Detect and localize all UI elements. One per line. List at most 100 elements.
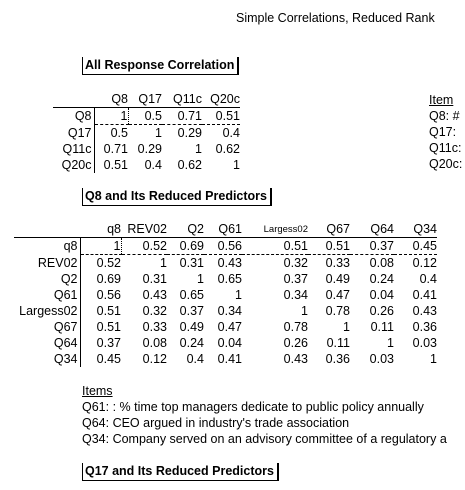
column-header: Q17 (128, 92, 162, 108)
column-header: Q64 (350, 222, 394, 238)
item-line: Q64: CEO argued in industry's trade asso… (82, 416, 350, 430)
table-cell: 0.26 (283, 336, 308, 350)
column-header: Q61 (204, 222, 242, 238)
section-title-q17-predictors: Q17 and Its Reduced Predictors (82, 463, 279, 481)
section-title-q8-predictors: Q8 and Its Reduced Predictors (82, 188, 272, 206)
table-cell: 0.03 (369, 352, 394, 366)
row-label: Q34 (53, 352, 78, 366)
row-label: q8 (63, 239, 78, 254)
table-cell: 0.51 (202, 107, 240, 125)
table-cell: 0.51 (93, 157, 128, 173)
items-heading: Items (82, 384, 113, 398)
table-cell: 0.56 (79, 287, 121, 303)
table-cell: 0.78 (325, 304, 350, 318)
table-cell: 0.69 (79, 271, 121, 287)
table-row: Largess02 0.51 0.32 0.37 0.34 1 0.78 0.26 0.43 (14, 303, 437, 319)
q8-reduced-predictors-table: q8 REV02 Q2 Q61 Largess02 Q67 Q64 Q34 q8 1 0.52 0.… (14, 222, 437, 367)
column-header: Q67 (308, 222, 350, 238)
table-cell: 0.08 (142, 336, 167, 350)
table-row: Q11c 0.71 0.29 1 0.62 (53, 141, 240, 157)
table-cell: 0.52 (121, 237, 167, 255)
table-cell: 0.11 (370, 320, 394, 334)
table-cell: 0.12 (412, 256, 437, 270)
table-row: Q2 0.69 0.31 1 0.65 0.37 0.49 0.24 0.4 (14, 271, 437, 287)
row-label: Q8 (74, 109, 92, 124)
header-corner (14, 222, 80, 238)
table-cell: 0.51 (79, 303, 121, 319)
table-cell: 0.37 (179, 304, 204, 318)
table-cell: 0.4 (144, 158, 162, 172)
table-cell: 0.36 (325, 352, 350, 366)
table-row: Q34 0.45 0.12 0.4 0.41 0.43 0.36 0.03 1 (14, 351, 437, 367)
all-response-correlation-table: Q8 Q17 Q11c Q20c Q8 1 0.5 0.71 0.51 Q17 0.5 1 0.29 0… (53, 92, 240, 173)
column-header: Largess02 (242, 222, 308, 238)
column-header: Q8 (94, 92, 128, 108)
table-cell: 0.43 (142, 288, 167, 302)
table-cell: 0.62 (177, 158, 202, 172)
table-cell: 0.51 (242, 237, 308, 255)
table-cell: 0.34 (283, 288, 308, 302)
table-cell: 0.51 (308, 237, 350, 255)
table-cell: 0.32 (142, 304, 167, 318)
table-header-row: q8 REV02 Q2 Q61 Largess02 Q67 Q64 Q34 (14, 222, 437, 238)
table-cell: 1 (235, 288, 242, 302)
row-label: Q2 (60, 272, 78, 286)
table-cell: 0.37 (79, 335, 121, 351)
table-cell: 1 (79, 237, 122, 255)
table-cell: 1 (430, 352, 437, 366)
column-header: Q34 (394, 222, 437, 238)
table-row: Q64 0.37 0.08 0.24 0.04 0.26 0.11 1 0.03 (14, 335, 437, 351)
side-item-line: Q20c: (429, 157, 463, 171)
table-cell: 0.65 (217, 272, 242, 286)
item-line: Q61: : % time top managers dedicate to p… (82, 400, 424, 414)
table-cell: 0.12 (142, 352, 167, 366)
table-row: Q17 0.5 1 0.29 0.4 (53, 124, 240, 141)
table-cell: 0.47 (325, 288, 350, 302)
table-cell: 0.37 (350, 237, 394, 255)
table-cell: 0.51 (79, 319, 121, 335)
side-item-line: Q8: # (429, 109, 460, 123)
table-cell: 0.69 (167, 237, 204, 255)
table-cell: 0.24 (179, 336, 204, 350)
column-header: q8 (80, 222, 121, 238)
table-cell: 0.34 (217, 304, 242, 318)
table-cell: 0.56 (204, 237, 242, 255)
table-row: Q61 0.56 0.43 0.65 1 0.34 0.47 0.04 0.41 (14, 287, 437, 303)
table-cell: 1 (197, 272, 204, 286)
row-label: Q20c (61, 158, 92, 172)
table-cell: 0.04 (217, 336, 242, 350)
table-cell: 1 (155, 126, 162, 140)
table-row: Q8 1 0.5 0.71 0.51 (53, 107, 240, 125)
table-cell: 0.29 (177, 126, 202, 140)
table-cell: 0.45 (394, 237, 437, 255)
table-row: q8 1 0.52 0.69 0.56 0.51 0.51 0.37 0.45 (14, 237, 437, 255)
row-label: Q64 (53, 336, 78, 350)
table-row: Q67 0.51 0.33 0.49 0.47 0.78 1 0.11 0.36 (14, 319, 437, 335)
table-cell: 1 (387, 336, 394, 350)
table-cell: 0.33 (325, 256, 350, 270)
table-cell: 0.47 (217, 320, 242, 334)
table-cell: 0.31 (179, 256, 204, 270)
table-header-row: Q8 Q17 Q11c Q20c (53, 92, 240, 108)
table-row: Q20c 0.51 0.4 0.62 1 (53, 157, 240, 173)
row-label: Q11c (62, 142, 92, 156)
table-cell: 0.49 (325, 272, 350, 286)
table-cell: 0.32 (283, 256, 308, 270)
table-cell: 0.78 (283, 320, 308, 334)
header-corner (53, 92, 94, 108)
table-cell: 0.65 (179, 288, 204, 302)
row-label: Q17 (67, 125, 92, 140)
row-label: Q67 (53, 320, 78, 334)
table-cell: 0.41 (217, 352, 242, 366)
side-item-line: Q11c: (429, 141, 462, 155)
table-cell: 0.45 (79, 351, 121, 367)
table-cell: 0.62 (215, 142, 240, 156)
table-cell: 0.71 (162, 107, 202, 125)
table-cell: 0.03 (412, 336, 437, 350)
table-cell: 0.49 (179, 320, 204, 334)
table-cell: 0.43 (217, 256, 242, 270)
table-cell: 1 (195, 142, 202, 156)
table-cell: 0.33 (142, 320, 167, 334)
section-title-all-response: All Response Correlation (82, 57, 240, 75)
column-header: Q2 (167, 222, 204, 238)
